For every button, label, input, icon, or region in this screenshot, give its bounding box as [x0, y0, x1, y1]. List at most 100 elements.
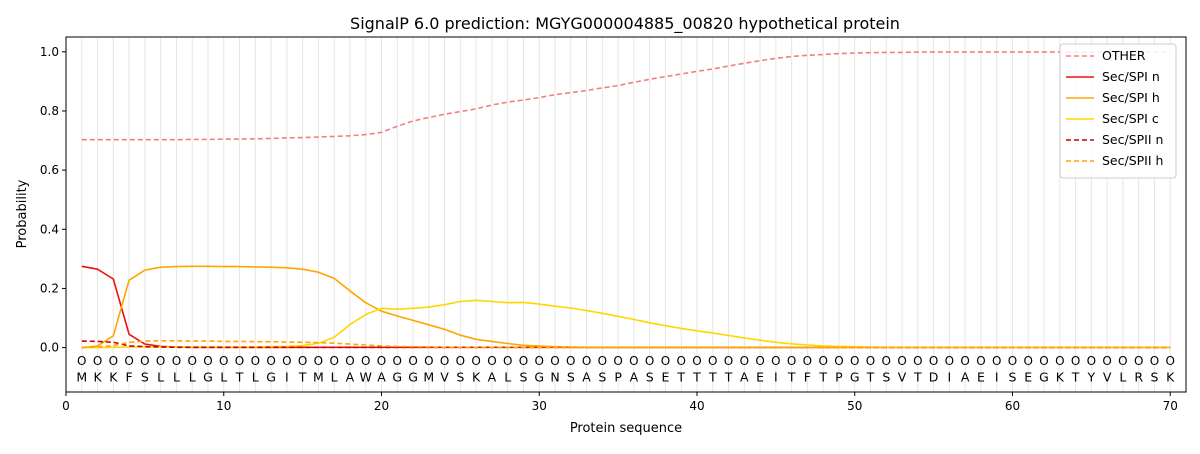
region-marker: O: [424, 354, 433, 368]
residue-label: T: [866, 370, 875, 385]
residue-label: A: [582, 370, 591, 385]
y-tick-label: 0.2: [40, 281, 59, 295]
x-tick-label: 70: [1163, 399, 1178, 413]
region-marker: O: [219, 354, 228, 368]
residue-label: A: [377, 370, 386, 385]
region-marker: O: [1039, 354, 1048, 368]
axis-layer: 0 10 20 30 40 50 60 70 0.0 0.2 0.4 0.6 0.8 1.0: [40, 45, 1178, 413]
region-marker: O: [771, 354, 780, 368]
residue-label: E: [977, 370, 985, 385]
region-marker: O: [1118, 354, 1127, 368]
residue-label: G: [534, 370, 544, 385]
region-marker: O: [1008, 354, 1017, 368]
residue-label: T: [235, 370, 244, 385]
region-marker: O: [692, 354, 701, 368]
region-marker: O: [187, 354, 196, 368]
residue-label: G: [1039, 370, 1049, 385]
region-marker: O: [818, 354, 827, 368]
region-marker: O: [314, 354, 323, 368]
region-marker: O: [535, 354, 544, 368]
region-marker: O: [172, 354, 181, 368]
region-marker: O: [124, 354, 133, 368]
region-marker: O: [629, 354, 638, 368]
region-marker: O: [503, 354, 512, 368]
region-marker: O: [613, 354, 622, 368]
residue-label: L: [1119, 370, 1126, 385]
residue-label: G: [850, 370, 860, 385]
y-tick-label: 0.4: [40, 222, 59, 236]
residue-label: T: [298, 370, 307, 385]
residue-label: S: [598, 370, 606, 385]
residue-label: T: [676, 370, 685, 385]
residue-label: I: [285, 370, 289, 385]
residue-label: M: [423, 370, 434, 385]
x-axis-label: Protein sequence: [570, 421, 682, 436]
residue-label: F: [125, 370, 132, 385]
y-tick-label: 0.8: [40, 104, 59, 118]
residue-label: M: [76, 370, 87, 385]
residue-label: D: [929, 370, 939, 385]
residue-label: T: [913, 370, 922, 385]
region-marker: O: [566, 354, 575, 368]
region-marker: O: [156, 354, 165, 368]
region-marker: O: [282, 354, 291, 368]
y-tick-label: 0.6: [40, 163, 59, 177]
residue-label: V: [440, 370, 449, 385]
region-marker: O: [235, 354, 244, 368]
region-marker: O: [393, 354, 402, 368]
region-marker: O: [897, 354, 906, 368]
region-marker: O: [1087, 354, 1096, 368]
region-marker: O: [77, 354, 86, 368]
region-marker: O: [866, 354, 875, 368]
region-marker: O: [834, 354, 843, 368]
region-marker: O: [140, 354, 149, 368]
x-tick-label: 50: [847, 399, 862, 413]
residue-label: G: [266, 370, 276, 385]
residue-label: T: [1071, 370, 1080, 385]
region-marker: O: [645, 354, 654, 368]
region-marker: O: [1165, 354, 1174, 368]
residue-label: R: [1134, 370, 1143, 385]
residue-label: G: [408, 370, 418, 385]
region-marker: O: [708, 354, 717, 368]
legend-label: Sec/SPI c: [1102, 111, 1159, 126]
residue-label: K: [1056, 370, 1065, 385]
residue-label: L: [220, 370, 227, 385]
region-marker: O: [550, 354, 559, 368]
region-marker: O: [251, 354, 260, 368]
region-marker: O: [929, 354, 938, 368]
residue-label: E: [1024, 370, 1032, 385]
residue-label: K: [93, 370, 102, 385]
region-marker: O: [298, 354, 307, 368]
region-marker: O: [266, 354, 275, 368]
legend-label: Sec/SPII n: [1102, 132, 1163, 147]
grid-layer: [81, 37, 1171, 392]
region-marker: O: [456, 354, 465, 368]
residue-label: K: [109, 370, 118, 385]
region-marker: O: [787, 354, 796, 368]
series-line: [81, 265, 1171, 349]
residue-label: T: [708, 370, 717, 385]
region-marker: O: [676, 354, 685, 368]
residue-label: S: [1150, 370, 1158, 385]
region-marker: O: [850, 354, 859, 368]
residue-label: W: [360, 370, 372, 385]
region-marker: O: [582, 354, 591, 368]
region-marker: O: [1102, 354, 1111, 368]
region-marker: O: [945, 354, 954, 368]
residue-label: N: [550, 370, 559, 385]
sequence-layer: OMOKOKOFOSOLOLOLOGOLOTOLOGOIOTOMOLOAOWOA…: [76, 354, 1175, 385]
residue-label: K: [472, 370, 481, 385]
residue-label: M: [313, 370, 324, 385]
x-tick-label: 60: [1005, 399, 1020, 413]
residue-label: V: [898, 370, 907, 385]
residue-label: S: [1009, 370, 1017, 385]
region-marker: O: [755, 354, 764, 368]
residue-label: F: [804, 370, 811, 385]
legend: OTHER Sec/SPI n Sec/SPI h Sec/SPI c Sec/SPII…: [1059, 43, 1177, 179]
residue-label: L: [189, 370, 196, 385]
residue-label: I: [774, 370, 778, 385]
region-marker: O: [93, 354, 102, 368]
residue-label: E: [661, 370, 669, 385]
